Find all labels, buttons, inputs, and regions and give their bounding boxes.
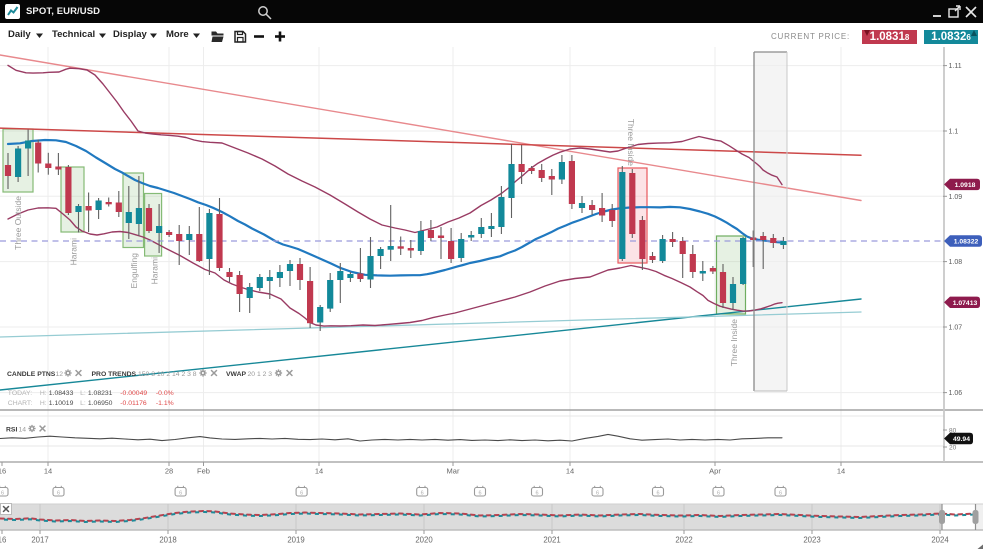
svg-text:6: 6	[179, 490, 182, 496]
svg-text:80: 80	[949, 428, 957, 435]
svg-text:2019: 2019	[287, 536, 304, 545]
svg-text:16: 16	[0, 467, 6, 476]
svg-text:-0.00049: -0.00049	[120, 390, 147, 397]
svg-text:1.1: 1.1	[949, 129, 959, 136]
svg-text:Engulfing: Engulfing	[129, 253, 139, 289]
svg-text:1.08231: 1.08231	[88, 390, 113, 397]
svg-text:PRO TRENDS: PRO TRENDS	[92, 371, 137, 378]
svg-text:2022: 2022	[675, 536, 692, 545]
svg-text:1.08322: 1.08322	[954, 239, 979, 246]
svg-text:6: 6	[478, 490, 481, 496]
svg-text:1.06950: 1.06950	[88, 400, 113, 407]
svg-text:16: 16	[0, 536, 6, 545]
svg-text:6: 6	[717, 490, 720, 496]
svg-text:CHART:: CHART:	[8, 400, 33, 407]
svg-text:6: 6	[421, 490, 424, 496]
svg-text:H:: H:	[40, 390, 47, 397]
svg-text:14: 14	[19, 427, 27, 434]
svg-text:-1.1%: -1.1%	[156, 400, 174, 407]
svg-text:1.06: 1.06	[949, 390, 963, 397]
svg-text:14: 14	[44, 467, 52, 476]
svg-text:VWAP: VWAP	[226, 371, 246, 378]
svg-text:TODAY:: TODAY:	[8, 390, 32, 397]
svg-text:6: 6	[57, 490, 60, 496]
svg-text:6: 6	[656, 490, 659, 496]
svg-text:49.94: 49.94	[953, 436, 970, 443]
svg-text:H:: H:	[40, 400, 47, 407]
svg-text:2017: 2017	[31, 536, 48, 545]
svg-text:6: 6	[596, 490, 599, 496]
svg-text:2021: 2021	[543, 536, 560, 545]
svg-text:6: 6	[300, 490, 303, 496]
svg-text:Mar: Mar	[447, 467, 460, 476]
svg-text:2020: 2020	[415, 536, 433, 545]
svg-text:L:: L:	[80, 400, 86, 407]
svg-text:2023: 2023	[803, 536, 820, 545]
svg-text:14: 14	[837, 467, 845, 476]
svg-text:Feb: Feb	[197, 467, 210, 476]
svg-text:20: 20	[949, 445, 957, 452]
svg-text:1.10019: 1.10019	[49, 400, 74, 407]
svg-text:Harami: Harami	[150, 257, 160, 285]
svg-text:-0.01176: -0.01176	[120, 400, 147, 407]
svg-text:20 1 2 3: 20 1 2 3	[248, 371, 273, 378]
svg-text:CANDLE PTNS: CANDLE PTNS	[7, 371, 56, 378]
svg-text:6: 6	[535, 490, 538, 496]
svg-text:150 3 10 2 14 2 3 8: 150 3 10 2 14 2 3 8	[138, 371, 197, 378]
svg-text:Three Outside: Three Outside	[13, 196, 23, 250]
svg-text:-0.0%: -0.0%	[156, 390, 174, 397]
svg-text:1.0918: 1.0918	[955, 182, 976, 189]
svg-text:Harami: Harami	[69, 238, 79, 266]
svg-text:1.07: 1.07	[949, 325, 963, 332]
svg-text:28: 28	[165, 467, 173, 476]
svg-text:14: 14	[566, 467, 574, 476]
svg-text:1.08: 1.08	[949, 259, 963, 266]
svg-text:RSI: RSI	[6, 427, 17, 434]
svg-text:Three Inside: Three Inside	[729, 319, 739, 367]
svg-text:6: 6	[1, 490, 4, 496]
svg-text:1.07413: 1.07413	[953, 300, 978, 307]
svg-text:12: 12	[56, 371, 64, 378]
svg-text:14: 14	[315, 467, 323, 476]
svg-text:1.08433: 1.08433	[49, 390, 74, 397]
svg-text:Three Inside: Three Inside	[626, 119, 636, 167]
svg-text:2024: 2024	[931, 536, 949, 545]
svg-text:1.11: 1.11	[949, 63, 962, 70]
svg-text:1.09: 1.09	[949, 194, 963, 201]
svg-text:Apr: Apr	[709, 467, 721, 476]
svg-text:2018: 2018	[159, 536, 176, 545]
svg-text:L:: L:	[80, 390, 86, 397]
svg-text:6: 6	[779, 490, 782, 496]
